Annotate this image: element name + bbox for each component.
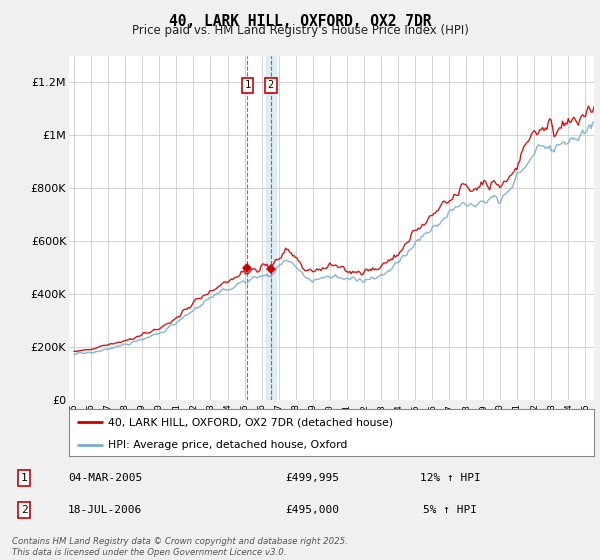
Text: 18-JUL-2006: 18-JUL-2006 — [68, 505, 142, 515]
Bar — [266, 56, 276, 400]
Text: 04-MAR-2005: 04-MAR-2005 — [68, 473, 142, 483]
Text: £499,995: £499,995 — [285, 473, 339, 483]
Text: 40, LARK HILL, OXFORD, OX2 7DR (detached house): 40, LARK HILL, OXFORD, OX2 7DR (detached… — [109, 417, 394, 427]
Text: 40, LARK HILL, OXFORD, OX2 7DR: 40, LARK HILL, OXFORD, OX2 7DR — [169, 14, 431, 29]
Text: 2: 2 — [268, 80, 274, 90]
Text: 2: 2 — [20, 505, 28, 515]
Text: 12% ↑ HPI: 12% ↑ HPI — [419, 473, 481, 483]
Text: 5% ↑ HPI: 5% ↑ HPI — [423, 505, 477, 515]
Text: 1: 1 — [20, 473, 28, 483]
Text: £495,000: £495,000 — [285, 505, 339, 515]
Text: Contains HM Land Registry data © Crown copyright and database right 2025.
This d: Contains HM Land Registry data © Crown c… — [12, 537, 348, 557]
Text: Price paid vs. HM Land Registry's House Price Index (HPI): Price paid vs. HM Land Registry's House … — [131, 24, 469, 37]
Text: HPI: Average price, detached house, Oxford: HPI: Average price, detached house, Oxfo… — [109, 440, 348, 450]
Text: 1: 1 — [244, 80, 251, 90]
